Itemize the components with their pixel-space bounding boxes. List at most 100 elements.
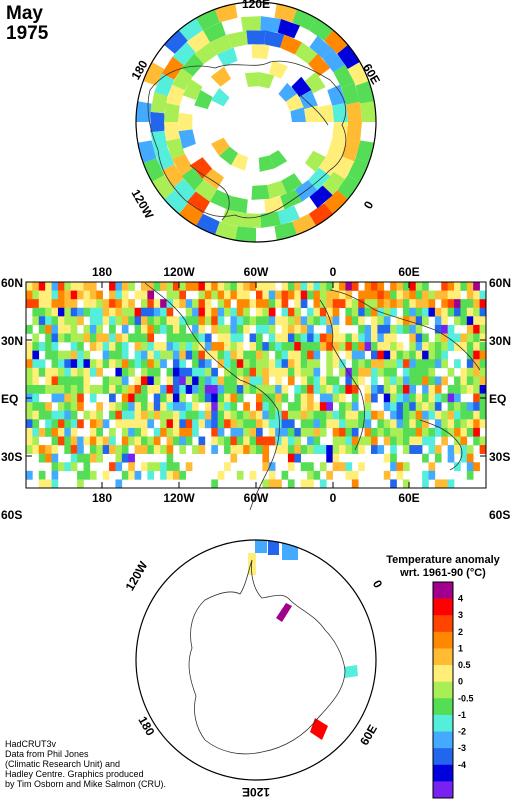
grid-cell (345, 445, 353, 454)
grid-cell (172, 290, 180, 300)
grid-cell (473, 410, 480, 420)
grid-cell (160, 385, 167, 394)
grid-cell (141, 359, 148, 369)
grid-cell (281, 316, 289, 326)
legend-label: -3 (458, 743, 466, 753)
polar-cell (240, 16, 261, 31)
grid-cell (179, 419, 187, 429)
grid-cell (32, 342, 40, 351)
grid-cell (64, 376, 72, 386)
north-label-120w: 120W (129, 187, 157, 222)
grid-cell (351, 307, 359, 317)
grid-cell (109, 410, 116, 420)
grid-cell (179, 385, 187, 394)
grid-cell (64, 419, 72, 429)
grid-cell (102, 445, 110, 454)
grid-cell (89, 299, 97, 309)
grid-cell (89, 282, 97, 291)
grid-cell (300, 350, 308, 360)
grid-cell (275, 427, 282, 437)
polar-cell (277, 205, 300, 225)
grid-cell (287, 419, 295, 429)
grid-cell (179, 376, 187, 386)
grid-cell (300, 359, 308, 369)
grid-cell (121, 333, 129, 343)
grid-cell (147, 342, 155, 351)
polar-cell (258, 72, 275, 89)
grid-cell (313, 316, 321, 326)
grid-cell (390, 359, 397, 369)
grid-cell (377, 316, 385, 326)
grid-cell (396, 282, 404, 291)
grid-cell (275, 385, 282, 394)
grid-cell (339, 282, 346, 291)
grid-cell (147, 376, 155, 386)
grid-cell (364, 324, 372, 334)
grid-cell (466, 385, 474, 394)
grid-cell (281, 445, 289, 454)
grid-cell (198, 376, 206, 386)
grid-cell (83, 333, 91, 343)
grid-cell (77, 333, 84, 343)
grid-cell (102, 333, 110, 343)
grid-cell (281, 470, 289, 480)
polar-cell (181, 53, 204, 77)
grid-cell (160, 393, 167, 403)
polar-cell (235, 226, 256, 242)
grid-cell (109, 333, 116, 343)
grid-cell (38, 342, 46, 351)
grid-cell (396, 359, 404, 369)
grid-cell (198, 333, 206, 343)
grid-cell (447, 342, 455, 351)
grid-cell (230, 342, 238, 351)
grid-cell (383, 350, 391, 360)
grid-cell (319, 299, 327, 309)
grid-cell (358, 316, 365, 326)
grid-cell (307, 324, 314, 334)
grid-cell (166, 445, 174, 454)
grid-cell (153, 462, 161, 472)
grid-cell (89, 393, 97, 403)
grid-cell (141, 290, 148, 300)
grid-cell (390, 350, 397, 360)
grid-cell (466, 342, 474, 351)
grid-cell (141, 393, 148, 403)
grid-cell (32, 299, 40, 309)
grid-cell (364, 402, 372, 412)
grid-cell (358, 462, 365, 472)
grid-cell (96, 333, 103, 343)
grid-cell (319, 419, 327, 429)
grid-cell (268, 436, 276, 446)
grid-cell (211, 427, 218, 437)
grid-cell (262, 479, 270, 489)
polar-cell (196, 9, 220, 31)
grid-cell (422, 410, 429, 420)
grid-cell (377, 385, 385, 394)
grid-cell (390, 307, 397, 317)
grid-cell (262, 402, 270, 412)
polar-cell (143, 62, 165, 86)
grid-cell (211, 436, 218, 446)
grid-cell (281, 282, 289, 291)
grid-cell (249, 445, 257, 454)
grid-cell (447, 299, 455, 309)
grid-cell (121, 470, 129, 480)
polar-cell (172, 178, 196, 203)
legend: Temperature anomaly wrt. 1961-90 (°C) 43… (386, 554, 501, 799)
grid-cell (26, 385, 33, 394)
grid-cell (249, 470, 257, 480)
left-lat-30s: 30S (1, 450, 22, 464)
grid-cell (198, 324, 206, 334)
grid-cell (307, 342, 314, 351)
grid-cell (249, 350, 257, 360)
grid-cell (115, 376, 123, 386)
grid-cell (96, 324, 103, 334)
grid-cell (396, 324, 404, 334)
grid-cell (217, 419, 225, 429)
grid-cell (332, 324, 340, 334)
polar-cell (150, 111, 165, 133)
grid-cell (134, 419, 142, 429)
grid-cell (64, 445, 72, 454)
grid-cell (415, 445, 423, 454)
grid-cell (460, 342, 468, 351)
